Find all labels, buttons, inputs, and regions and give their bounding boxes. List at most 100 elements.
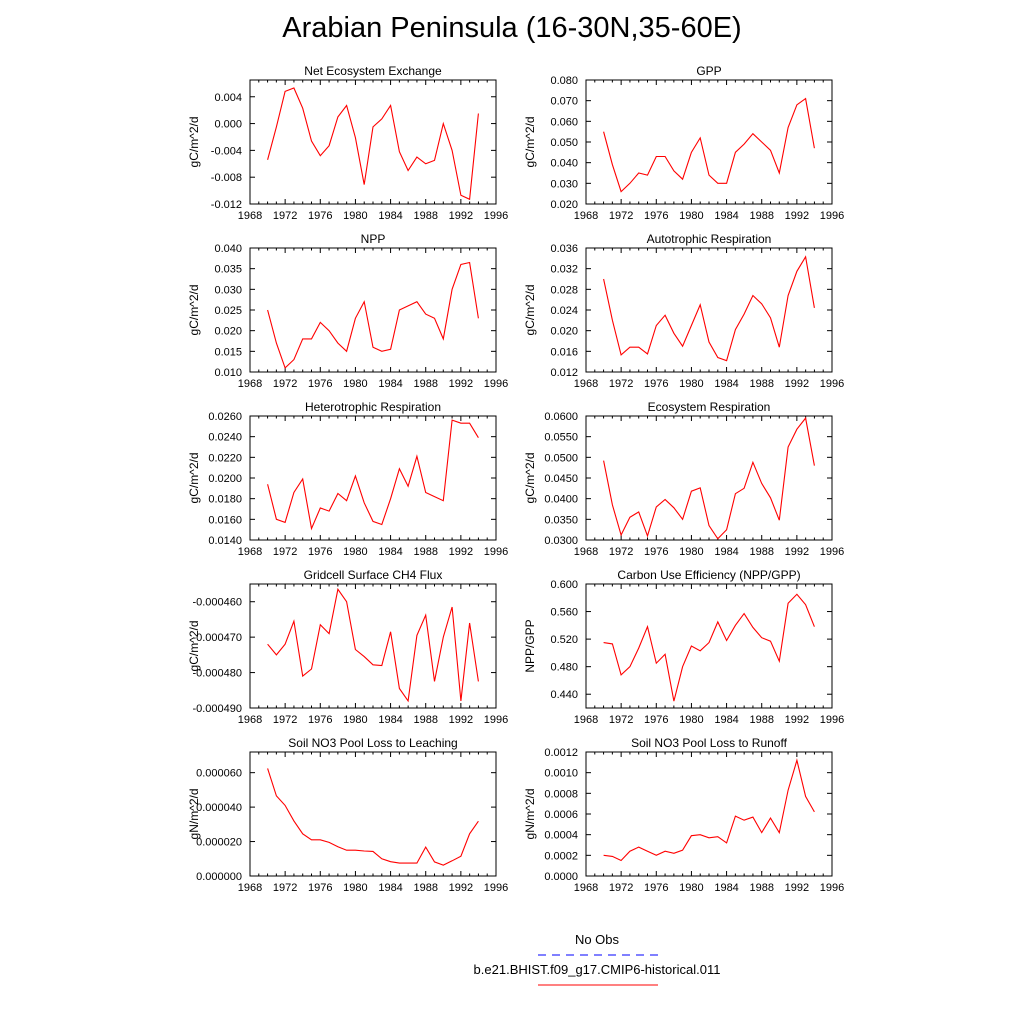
- x-tick-label: 1984: [378, 546, 402, 558]
- y-tick-label: 0.0010: [544, 768, 578, 780]
- y-tick-label: 0.0260: [208, 411, 242, 423]
- chart-title: NPP: [361, 232, 386, 246]
- x-tick-label: 1972: [609, 714, 633, 726]
- y-tick-label: 0.040: [550, 158, 578, 170]
- plot-frame: [585, 79, 833, 205]
- chart-title: Autotrophic Respiration: [647, 232, 772, 246]
- x-tick-label: 1992: [785, 882, 809, 894]
- plot-frame: [585, 583, 833, 709]
- plot-frame: [585, 751, 833, 877]
- x-tick-label: 1976: [644, 546, 668, 558]
- y-tick-label: 0.600: [550, 579, 578, 591]
- x-tick-label: 1996: [484, 714, 508, 726]
- y-tick-label: 0.0550: [544, 432, 578, 444]
- x-tick-label: 1980: [343, 882, 367, 894]
- y-tick-label: 0.0350: [544, 514, 578, 526]
- y-axis-label: gC/m^2/d: [523, 285, 537, 336]
- x-tick-label: 1980: [679, 378, 703, 390]
- y-tick-label: 0.020: [550, 326, 578, 338]
- x-tick-label: 1968: [574, 378, 598, 390]
- x-tick-label: 1996: [820, 210, 844, 222]
- chart-title: Net Ecosystem Exchange: [304, 64, 442, 78]
- y-tick-label: 0.030: [550, 178, 578, 190]
- y-tick-label: 0.050: [550, 137, 578, 149]
- y-tick-label: 0.070: [550, 96, 578, 108]
- y-axis-label: gC/m^2/d: [523, 117, 537, 168]
- y-tick-label: -0.000460: [192, 597, 242, 609]
- x-tick-label: 1988: [749, 546, 773, 558]
- y-axis-label: gC/m^2/d: [187, 117, 201, 168]
- x-tick-label: 1976: [308, 714, 332, 726]
- x-tick-label: 1996: [820, 546, 844, 558]
- series-line-1: [603, 255, 815, 362]
- x-tick-label: 1980: [679, 882, 703, 894]
- x-tick-label: 1976: [308, 546, 332, 558]
- y-tick-label: 0.032: [550, 264, 578, 276]
- y-tick-label: 0.0300: [544, 535, 578, 547]
- x-tick-label: 1988: [413, 546, 437, 558]
- series-line-1: [603, 416, 815, 540]
- series-line-1: [603, 593, 815, 702]
- y-tick-label: 0.0008: [544, 788, 578, 800]
- y-axis-label: gC/m^2/d: [187, 453, 201, 504]
- x-tick-label: 1976: [308, 882, 332, 894]
- series-line-1: [603, 758, 815, 862]
- x-tick-label: 1980: [343, 546, 367, 558]
- x-tick-label: 1996: [484, 882, 508, 894]
- series-line-1: [267, 87, 479, 201]
- y-tick-label: 0.0000: [544, 871, 578, 883]
- y-tick-label: 0.0220: [208, 452, 242, 464]
- x-tick-label: 1972: [273, 882, 297, 894]
- plot-frame: [585, 415, 833, 541]
- x-tick-label: 1968: [574, 210, 598, 222]
- x-tick-label: 1988: [413, 882, 437, 894]
- legend-model-label: b.e21.BHIST.f09_g17.CMIP6-historical.011: [473, 962, 721, 977]
- y-tick-label: 0.440: [550, 689, 578, 701]
- x-tick-label: 1972: [273, 210, 297, 222]
- x-tick-label: 1992: [449, 210, 473, 222]
- y-tick-label: 0.010: [214, 367, 242, 379]
- y-tick-label: 0.560: [550, 607, 578, 619]
- y-tick-label: 0.004: [214, 92, 242, 104]
- x-tick-label: 1988: [413, 714, 437, 726]
- chart-title: GPP: [696, 64, 721, 78]
- chart-panel-4: Autotrophic Respiration gC/m^2/d 1968 1972 1…: [523, 232, 844, 390]
- y-tick-label: 0.0004: [544, 830, 578, 842]
- x-tick-label: 1996: [484, 546, 508, 558]
- y-tick-label: 0.080: [550, 75, 578, 87]
- chart-title: Carbon Use Efficiency (NPP/GPP): [617, 568, 800, 582]
- y-tick-label: 0.016: [550, 346, 578, 358]
- x-tick-label: 1988: [749, 210, 773, 222]
- y-tick-label: 0.000040: [196, 802, 242, 814]
- y-tick-label: 0.015: [214, 346, 242, 358]
- x-tick-label: 1972: [609, 210, 633, 222]
- y-tick-label: 0.000000: [196, 871, 242, 883]
- x-tick-label: 1992: [449, 882, 473, 894]
- x-tick-label: 1984: [714, 210, 738, 222]
- x-tick-label: 1988: [749, 882, 773, 894]
- series-line-1: [603, 97, 815, 193]
- x-tick-label: 1972: [609, 546, 633, 558]
- x-tick-label: 1980: [679, 546, 703, 558]
- x-tick-label: 1984: [714, 882, 738, 894]
- y-tick-label: 0.000: [214, 119, 242, 131]
- x-tick-label: 1988: [749, 714, 773, 726]
- x-tick-label: 1968: [574, 882, 598, 894]
- x-tick-label: 1984: [378, 378, 402, 390]
- y-tick-label: 0.0140: [208, 535, 242, 547]
- x-tick-label: 1996: [820, 882, 844, 894]
- x-tick-label: 1968: [238, 378, 262, 390]
- x-tick-label: 1984: [714, 378, 738, 390]
- legend-obs-label: No Obs: [574, 932, 620, 947]
- chart-panel-7: Gridcell Surface CH4 Flux gC/m^2/d 1968 197…: [187, 568, 508, 726]
- x-tick-label: 1976: [644, 714, 668, 726]
- x-tick-label: 1984: [714, 546, 738, 558]
- y-tick-label: 0.0450: [544, 473, 578, 485]
- chart-title: Ecosystem Respiration: [648, 400, 771, 414]
- x-tick-label: 1992: [785, 546, 809, 558]
- legend-obs-swatch: [538, 954, 658, 956]
- y-tick-label: 0.0006: [544, 809, 578, 821]
- y-axis-label: gC/m^2/d: [187, 285, 201, 336]
- series-line-1: [267, 261, 479, 369]
